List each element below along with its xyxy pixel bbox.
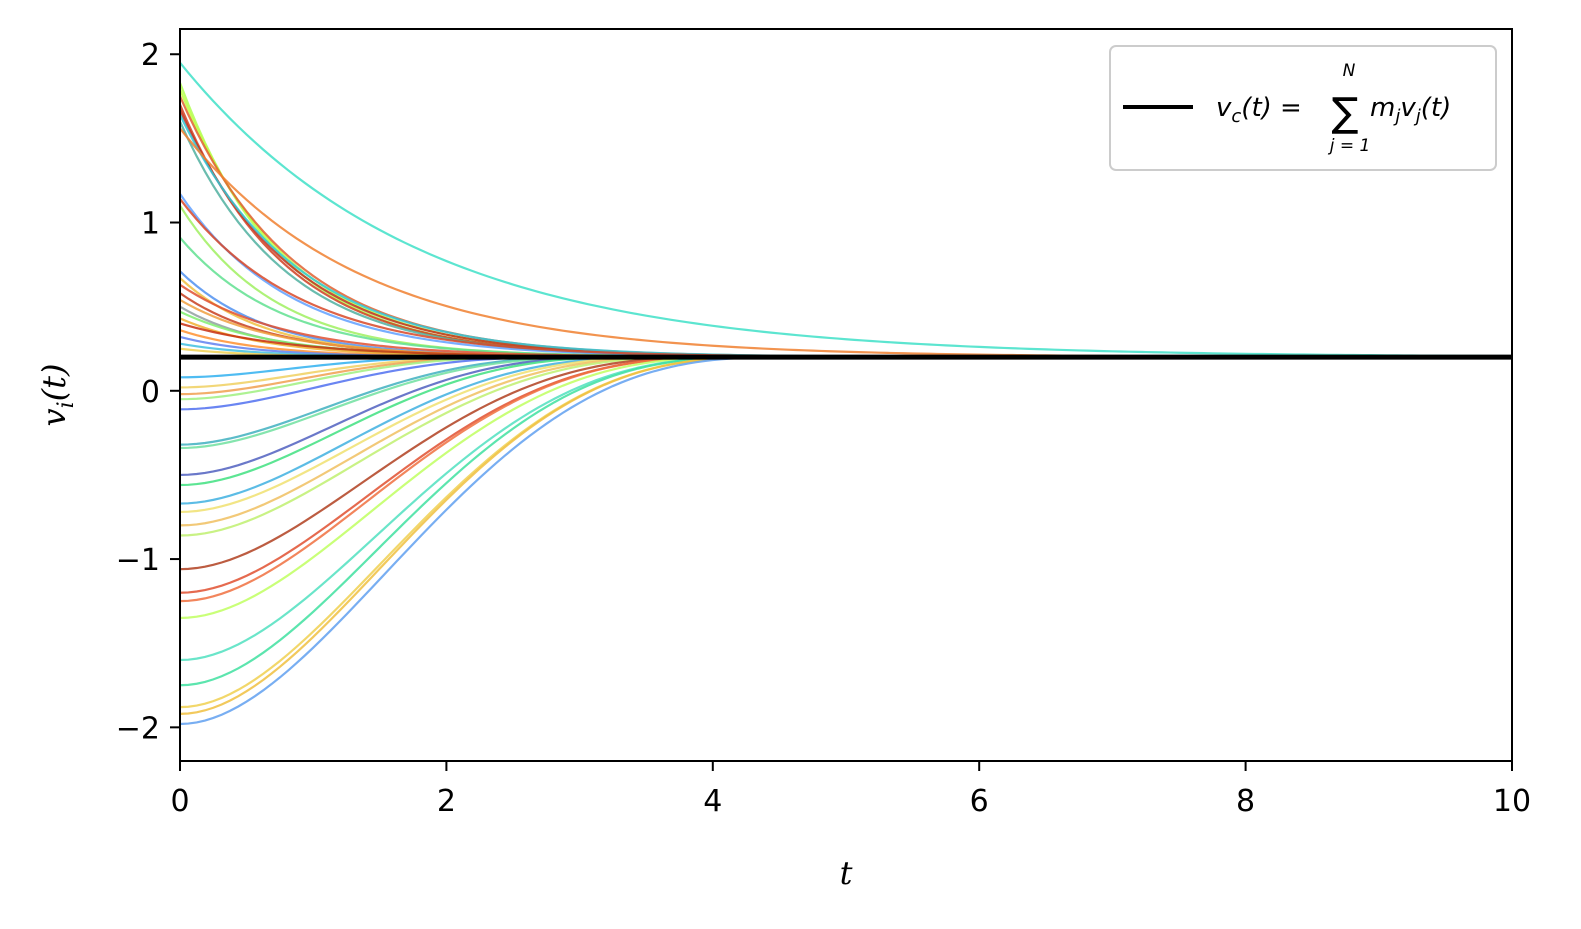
- legend-sum-upper: N: [1343, 61, 1356, 81]
- y-axis-label: vi(t): [35, 364, 79, 427]
- y-axis-label-sub: i: [54, 401, 79, 408]
- legend-label-rhs: mjvj(t): [1370, 93, 1451, 127]
- y-tick-label: 2: [141, 38, 160, 73]
- legend-box: [1109, 45, 1497, 171]
- plot-frame: [179, 28, 1513, 762]
- x-axis-label: t: [840, 854, 853, 892]
- legend-sum-symbol: ∑: [1332, 90, 1359, 136]
- x-tick-label: 6: [970, 784, 989, 819]
- y-ticks: 2 1 0 −1 −2: [116, 38, 180, 746]
- x-tick-label: 10: [1493, 784, 1531, 819]
- x-ticks: 0 2 4 6 8 10: [170, 761, 1531, 819]
- legend: vc(t) = ∑ N j = 1 mjvj(t): [1109, 45, 1497, 171]
- legend-label-lhs: vc(t) =: [1216, 93, 1302, 127]
- svg-text:vi(t): vi(t): [35, 364, 79, 427]
- legend-sum-lower: j = 1: [1328, 136, 1371, 156]
- y-tick-label: 0: [141, 375, 160, 410]
- y-axis-label-arg: (t): [35, 364, 73, 402]
- y-tick-label: −2: [116, 711, 160, 746]
- y-tick-label: 1: [141, 207, 160, 242]
- x-tick-label: 8: [1236, 784, 1255, 819]
- x-tick-label: 4: [703, 784, 722, 819]
- x-tick-label: 2: [437, 784, 456, 819]
- series-line-0: [179, 61, 1513, 358]
- y-tick-label: −1: [116, 543, 160, 578]
- y-axis-label-base: v: [35, 408, 73, 426]
- x-tick-label: 0: [170, 784, 189, 819]
